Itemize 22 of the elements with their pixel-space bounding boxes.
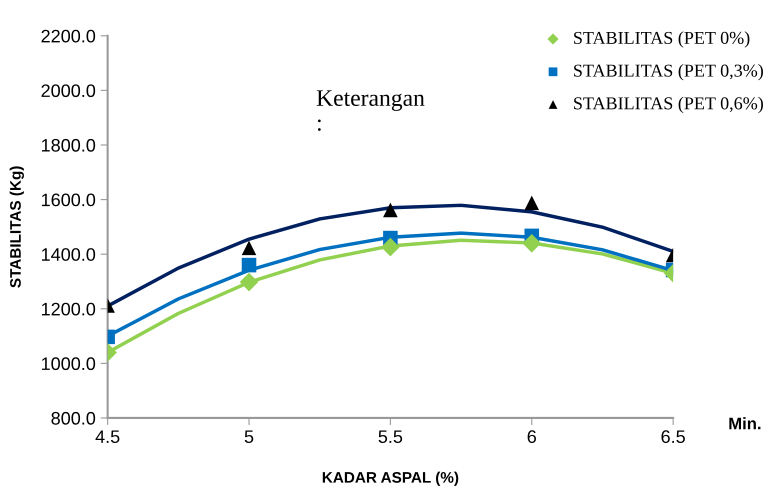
annotation: Keterangan : — [316, 90, 425, 131]
legend-label: STABILITAS (PET 0%) — [574, 31, 750, 48]
y-tick-label: 1200.0 — [42, 302, 96, 316]
x-tick-label: 5.5 — [378, 430, 402, 444]
legend-label: STABILITAS (PET 0,6%) — [574, 96, 763, 114]
legend-label: STABILITAS (PET 0,3%) — [574, 64, 763, 80]
y-tick-label: 1400.0 — [42, 248, 96, 261]
x-tick-label: 6 — [528, 430, 536, 444]
y-tick-label: 2200.0 — [42, 30, 96, 43]
y-tick-label: 1800.0 — [42, 138, 96, 152]
y-tick-label: 1600.0 — [42, 194, 96, 206]
x-tick-label: 5 — [244, 430, 254, 444]
x-axis-title: KADAR ASPAL (%) — [322, 472, 458, 486]
text: Min. — [729, 417, 760, 430]
point — [383, 202, 398, 218]
x-tick-label: 4.5 — [96, 430, 120, 444]
y-tick-label: 800.0 — [51, 412, 96, 425]
y-axis-title: STABILITAS (Kg) — [10, 166, 24, 288]
y-tick-label: 1000.0 — [42, 357, 96, 370]
point — [381, 238, 400, 256]
y-tick-label: 2000.0 — [42, 84, 96, 98]
x-tick-label: 6.5 — [662, 430, 685, 444]
